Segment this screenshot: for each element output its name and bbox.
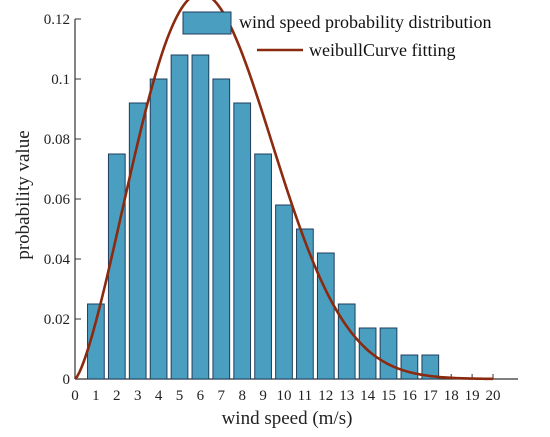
bar (87, 303, 105, 380)
x-tick-labels: 0 1 2 3 4 5 6 7 8 9 10 11 12 13 14 15 16 17 18 19 20 (71, 388, 500, 404)
bar (128, 102, 147, 380)
x-tick-label: 5 (176, 388, 184, 404)
bar (296, 228, 314, 380)
bar (254, 153, 272, 380)
x-tick-label: 20 (486, 388, 501, 404)
x-tick-label: 9 (259, 388, 267, 404)
y-tick-label: 0.08 (44, 132, 70, 148)
bar (379, 327, 398, 380)
x-axis-title: wind speed (m/s) (222, 408, 353, 429)
x-tick-label: 19 (465, 388, 480, 404)
x-tick-label: 3 (134, 388, 142, 404)
bar (358, 327, 377, 380)
x-tick-label: 11 (298, 388, 312, 404)
x-tick-label: 12 (318, 388, 333, 404)
bar (149, 78, 168, 380)
y-tick-label: 0.06 (44, 192, 71, 208)
x-tick-label: 2 (113, 388, 121, 404)
x-tick-label: 1 (92, 388, 100, 404)
y-tick-label: 0.12 (44, 12, 70, 28)
bar (421, 354, 440, 380)
bar (107, 153, 126, 380)
x-tick-label: 15 (381, 388, 396, 404)
bar (170, 54, 189, 380)
y-tick-label: 0.1 (51, 72, 70, 88)
x-tick-label: 7 (218, 388, 226, 404)
x-tick-label: 16 (402, 388, 418, 404)
x-tick-label: 0 (71, 388, 79, 404)
x-tick-label: 4 (155, 388, 163, 404)
bar (337, 303, 356, 380)
bar (316, 252, 335, 380)
bar (191, 54, 210, 380)
bar-series (87, 54, 440, 380)
x-tick-label: 17 (423, 388, 439, 404)
x-tick-label: 13 (339, 388, 354, 404)
legend-bar-label: wind speed probability distribution (239, 12, 491, 32)
bar (400, 354, 419, 380)
y-tick-label: 0.04 (44, 252, 71, 268)
y-tick-labels: 0 0.02 0.04 0.06 0.08 0.1 0.12 (44, 12, 71, 388)
legend-curve-label: weibullCurve fitting (309, 40, 455, 60)
curve-series (74, 0, 494, 381)
x-tick-label: 10 (277, 388, 292, 404)
x-tick-label: 8 (238, 388, 246, 404)
bar (233, 102, 252, 380)
bar (212, 78, 231, 380)
x-tick-label: 14 (360, 388, 376, 404)
weibull-curve-line (74, 0, 494, 381)
y-tick-label: 0 (63, 372, 71, 388)
y-tick-label: 0.02 (44, 312, 70, 328)
bar (275, 204, 293, 380)
x-tick-label: 6 (197, 388, 205, 404)
legend: wind speed probability distribution weib… (182, 11, 491, 60)
legend-bar-swatch (182, 11, 232, 35)
x-tick-label: 18 (444, 388, 459, 404)
y-axis-title: probability value (13, 130, 34, 259)
